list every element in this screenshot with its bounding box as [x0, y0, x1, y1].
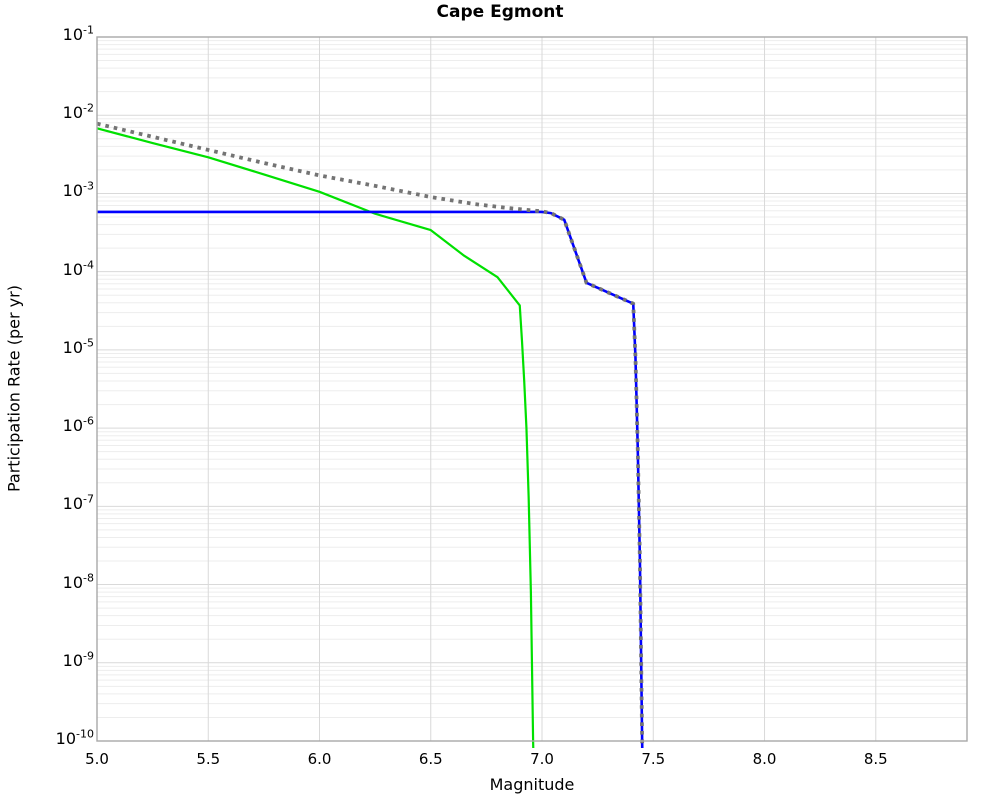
x-tick-label: 7.0	[530, 750, 554, 768]
y-tick-label: 10-8	[62, 571, 94, 592]
y-tick-label: 10-10	[55, 727, 94, 748]
x-axis-label: Magnitude	[489, 775, 575, 794]
y-tick-label: 10-6	[62, 414, 94, 436]
chart-title: Cape Egmont	[436, 2, 564, 22]
x-tick-label: 6.5	[418, 750, 443, 768]
y-axis-label: Participation Rate (per yr)	[4, 285, 24, 493]
x-tick-label: 6.0	[307, 750, 332, 768]
x-tick-label: 7.5	[641, 750, 666, 768]
y-tick-label: 10-4	[62, 258, 94, 279]
plot-frame	[96, 36, 968, 742]
y-tick-label: 10-7	[62, 493, 94, 514]
y-tick-label: 10-1	[62, 23, 94, 44]
x-tick-label: 8.5	[863, 750, 888, 768]
y-tick-label: 10-5	[62, 336, 94, 357]
y-tick-label: 10-3	[62, 180, 94, 201]
x-tick-label: 5.5	[196, 750, 221, 768]
x-tick-label: 5.0	[85, 750, 109, 768]
y-tick-label: 10-9	[62, 649, 94, 670]
green-solid-curve	[96, 127, 535, 748]
y-tick-label: 10-2	[62, 101, 94, 123]
x-tick-label: 8.0	[752, 750, 777, 768]
blue-solid-curve	[97, 210, 644, 748]
